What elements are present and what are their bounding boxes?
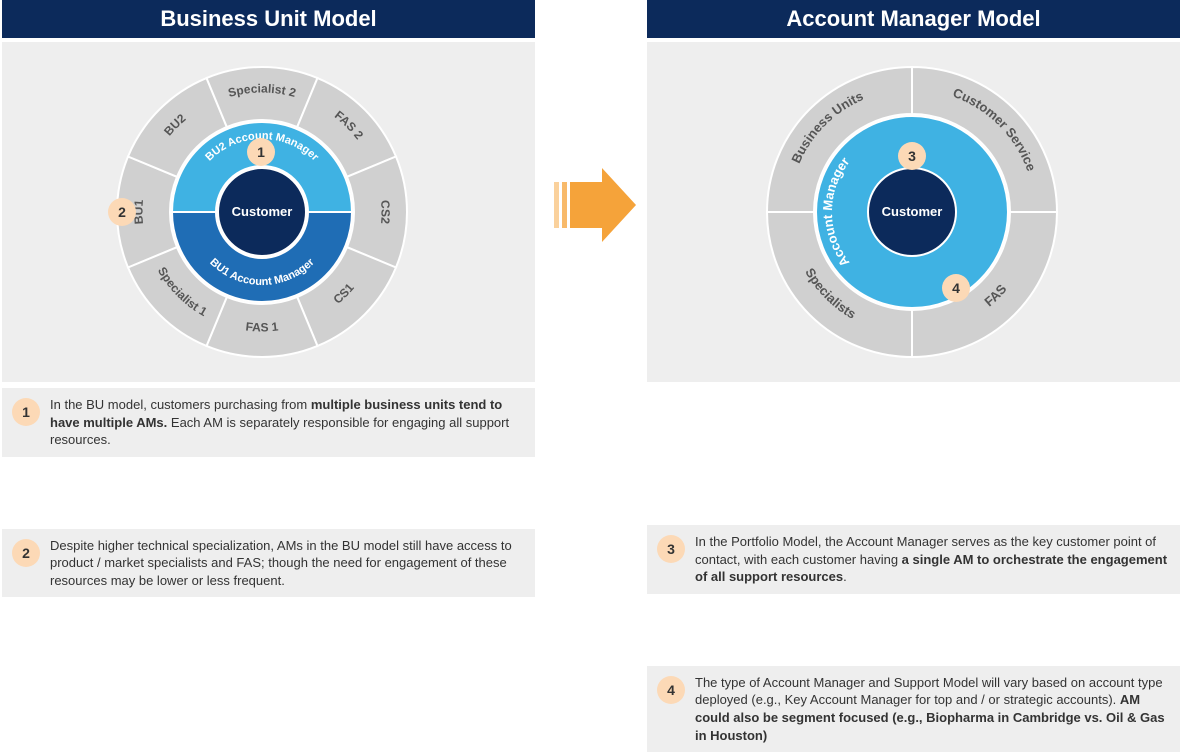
- note-badge-3: 3: [657, 535, 685, 563]
- note-badge-2: 2: [12, 539, 40, 567]
- left-note-2: 2 Despite higher technical specializatio…: [2, 529, 535, 598]
- note-text-3: In the Portfolio Model, the Account Mana…: [695, 533, 1170, 586]
- callout-2: 2: [108, 198, 136, 226]
- callout-4: 4: [942, 274, 970, 302]
- svg-text:FAS 1: FAS 1: [245, 319, 279, 334]
- left-diagram-svg: BU1BU2Specialist 2FAS 2CS2CS1FAS 1Specia…: [112, 62, 412, 362]
- note-text-2: Despite higher technical specialization,…: [50, 537, 525, 590]
- right-diagram-box: SpecialistsBusiness UnitsCustomer Servic…: [647, 42, 1180, 382]
- right-note-4: 4 The type of Account Manager and Suppor…: [647, 666, 1180, 752]
- callout-3: 3: [898, 142, 926, 170]
- svg-text:CS2: CS2: [378, 200, 393, 225]
- svg-text:Customer: Customer: [232, 204, 293, 219]
- transition-arrow: [550, 160, 640, 250]
- left-note-1: 1 In the BU model, customers purchasing …: [2, 388, 535, 457]
- note-badge-4: 4: [657, 676, 685, 704]
- right-title: Account Manager Model: [647, 0, 1180, 38]
- left-diagram-box: BU1BU2Specialist 2FAS 2CS2CS1FAS 1Specia…: [2, 42, 535, 382]
- svg-text:Customer: Customer: [882, 204, 943, 219]
- note-text-4: The type of Account Manager and Support …: [695, 674, 1170, 744]
- right-note-3: 3 In the Portfolio Model, the Account Ma…: [647, 525, 1180, 594]
- left-title: Business Unit Model: [2, 0, 535, 38]
- callout-1: 1: [247, 138, 275, 166]
- right-diagram-svg: SpecialistsBusiness UnitsCustomer Servic…: [762, 62, 1062, 362]
- note-badge-1: 1: [12, 398, 40, 426]
- note-text-1: In the BU model, customers purchasing fr…: [50, 396, 525, 449]
